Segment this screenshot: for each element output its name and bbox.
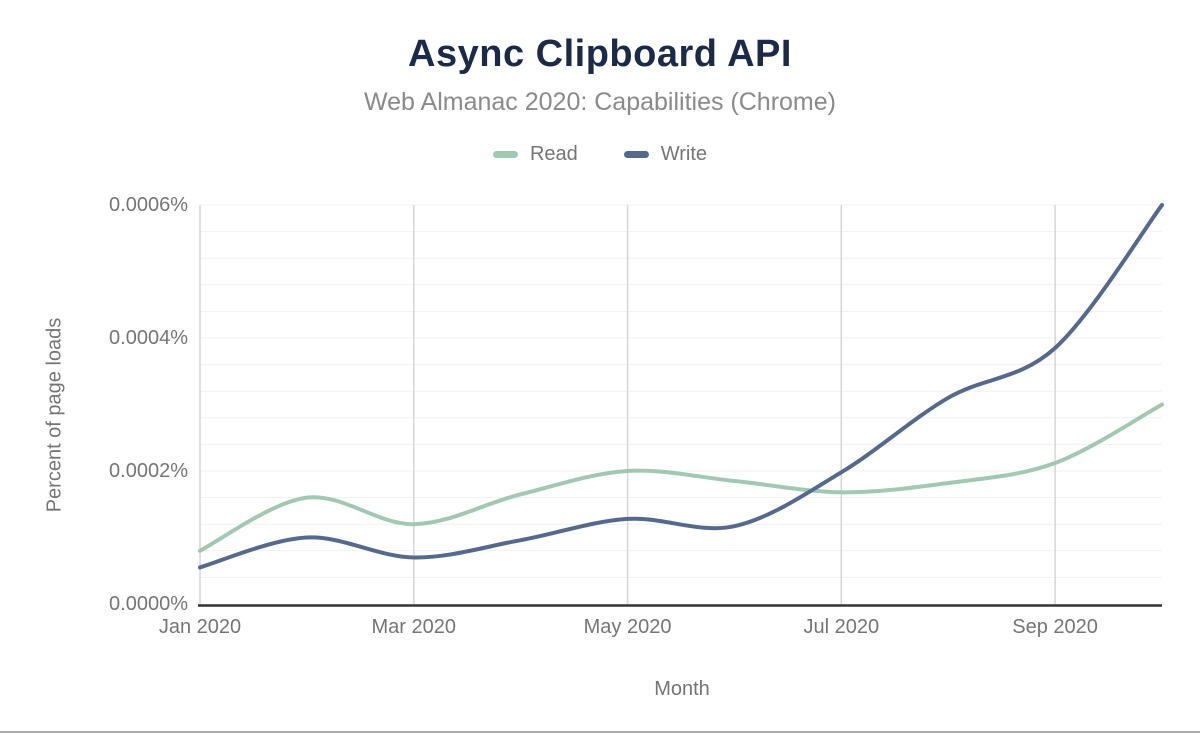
x-tick-label: Mar 2020 [371, 616, 457, 638]
x-tick-label: Jul 2020 [803, 616, 880, 638]
y-tick-label: 0.0000% [109, 593, 188, 615]
legend-item-write[interactable]: Write [623, 143, 708, 166]
x-tick-label: Sep 2020 [1012, 616, 1098, 638]
chart-title: Async Clipboard API [408, 33, 792, 75]
x-tick-label: May 2020 [583, 616, 672, 638]
y-tick-label: 0.0006% [109, 194, 188, 216]
x-axis-title: Month [654, 678, 710, 700]
chart-subtitle: Web Almanac 2020: Capabilities (Chrome) [364, 88, 836, 116]
write-series-swatch-icon [623, 151, 649, 158]
read-series-swatch-icon [492, 151, 518, 158]
bottom-divider [0, 731, 1200, 733]
y-tick-label: 0.0002% [109, 460, 188, 482]
legend-label-write: Write [660, 143, 708, 165]
legend-item-read[interactable]: Read [492, 143, 578, 166]
legend-label-read: Read [529, 143, 578, 165]
x-tick-label: Jan 2020 [158, 616, 242, 638]
legend: Read Write [0, 143, 1200, 166]
y-tick-label: 0.0004% [109, 327, 188, 349]
